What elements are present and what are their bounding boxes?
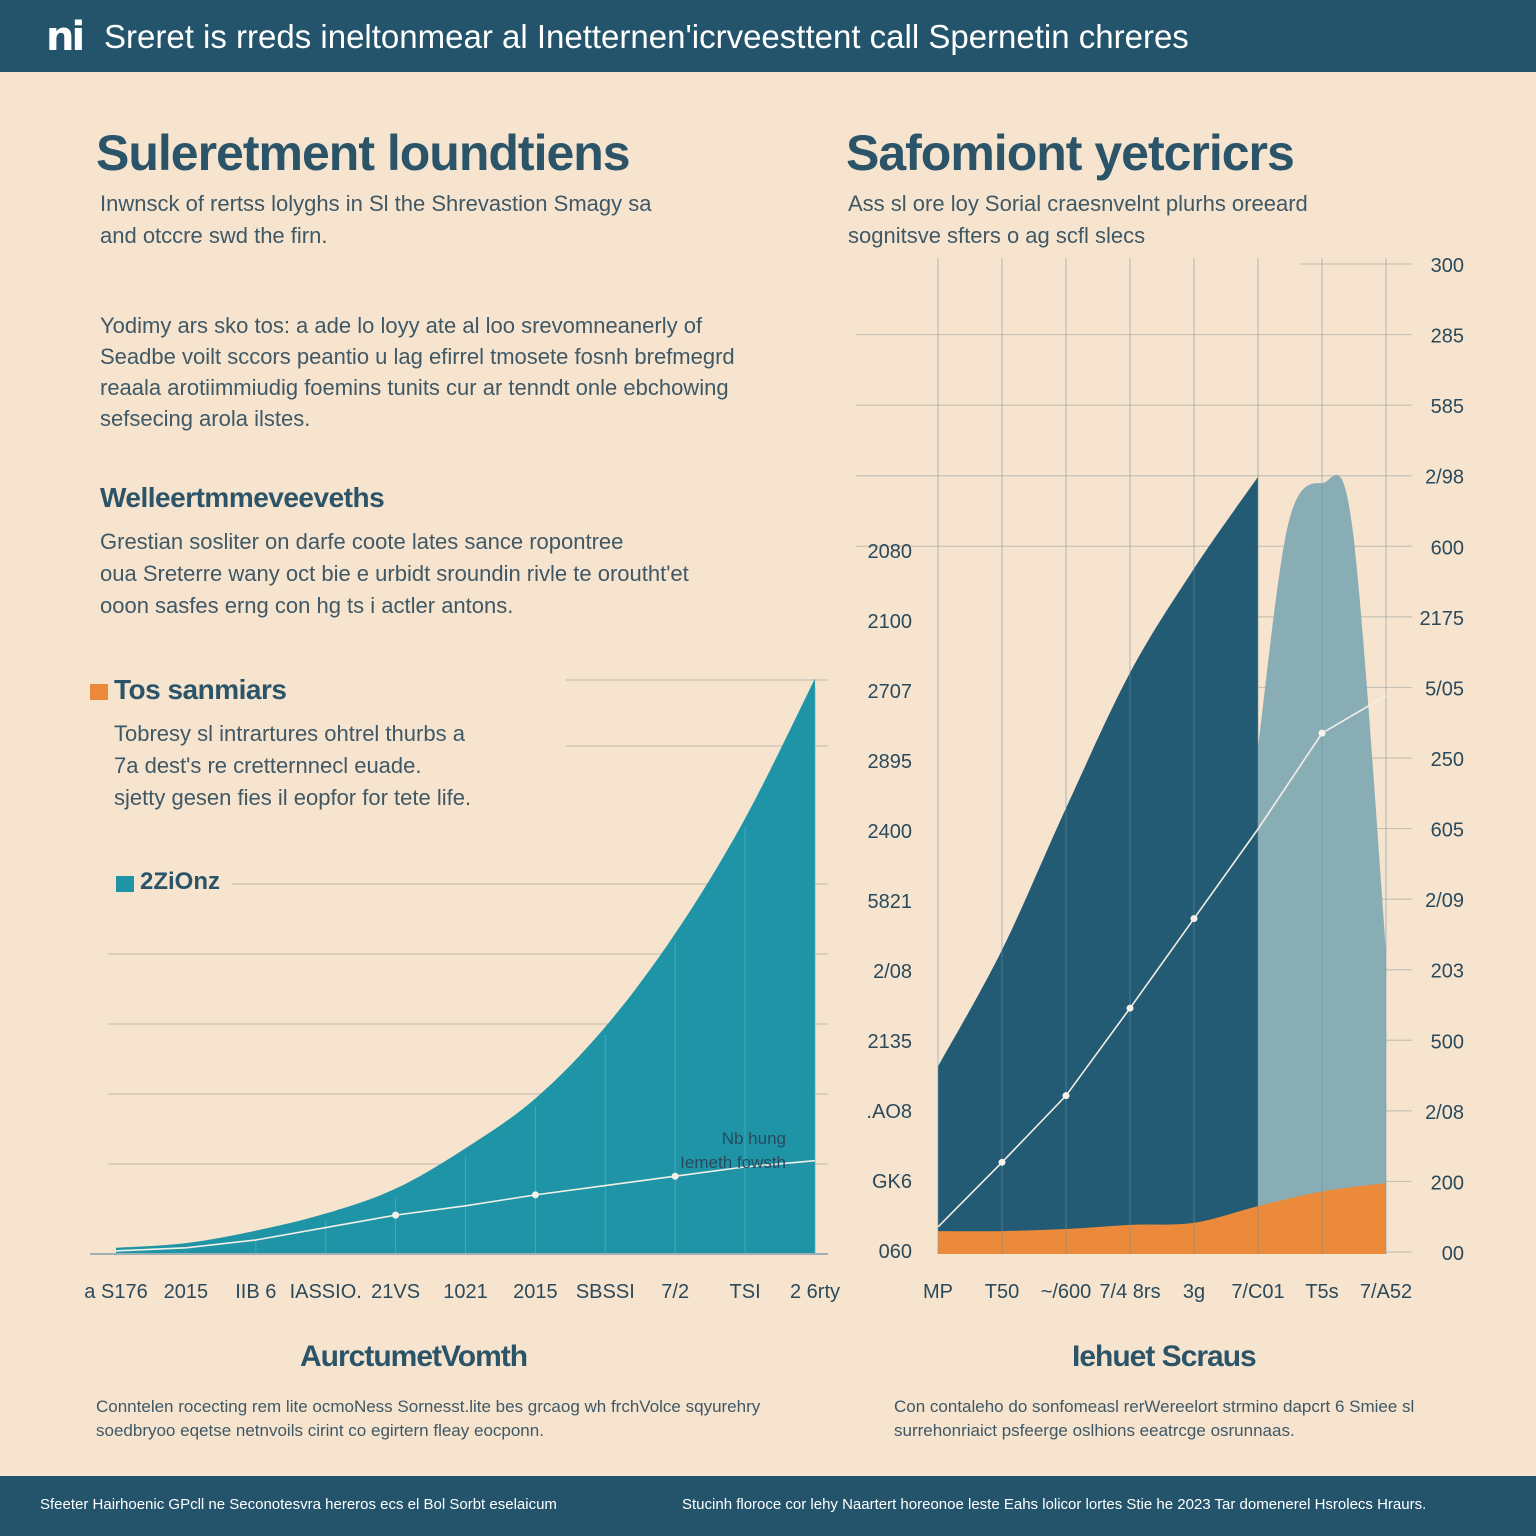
left-x-tick-label: SBSSI (576, 1281, 635, 1303)
right-caption-line-2: surrehonriaict psfeerge oslhions eeatrcg… (894, 1421, 1295, 1440)
left-x-tick-label: 21VS (371, 1281, 420, 1303)
footer-right-text: Stucinh floroce cor lehy Naartert horeon… (682, 1496, 1427, 1513)
right-trend-point (1318, 729, 1326, 737)
header-bar: ni Sreret is rreds ineltonmear al Inette… (0, 0, 1536, 72)
left-caption-line-1: Conntelen rocecting rem lite ocmoNess So… (96, 1397, 761, 1416)
legend-label: Tos sanmiars (114, 674, 287, 705)
right-x-tick-label: 3g (1183, 1281, 1205, 1303)
right-left-tick-label: 2/08 (873, 961, 912, 983)
right-right-tick-label: 2/08 (1425, 1102, 1464, 1124)
right-trend-point (998, 1158, 1006, 1166)
legend-swatch-orange (90, 684, 108, 700)
left-x-tick-label: a S176 (84, 1281, 147, 1303)
right-left-tick-label: 2707 (868, 681, 913, 703)
right-x-tick-label: T5s (1305, 1281, 1338, 1303)
left-x-tick-label: 2015 (513, 1281, 558, 1303)
legend-text-line-2: 7a dest's re cretternnecl euade. (114, 753, 422, 778)
marker-label: 2ZiOnz (140, 868, 221, 895)
trend-line (115, 1159, 816, 1252)
left-title: Suleretment loundtiens (96, 125, 631, 181)
right-x-tick-label: ~/600 (1041, 1281, 1092, 1303)
dark-blue-area-series (938, 345, 1258, 1255)
right-right-tick-label: 200 (1431, 1172, 1464, 1194)
legend-swatch-teal (116, 876, 134, 892)
right-intro-line-2: sognitsve sfters o ag scfl slecs (848, 223, 1146, 248)
footer-bar: Sfeeter Hairhoenic GPcll ne Seconotesvra… (0, 1476, 1536, 1536)
trend-point (531, 1191, 539, 1199)
right-right-tick-label: 5/05 (1425, 678, 1464, 700)
right-x-tick-label: 7/C01 (1231, 1281, 1284, 1303)
teal-area-series (116, 678, 815, 1254)
left-x-tick-label: 2015 (164, 1281, 209, 1303)
left-para2-line-2: oua Sreterre wany oct bie e urbidt sroun… (100, 561, 689, 586)
left-intro-line-2: and otccre swd the firn. (100, 223, 328, 248)
left-x-tick-label: 1021 (443, 1281, 488, 1303)
left-para-line-4: sefsecing arola ilstes. (100, 406, 311, 431)
right-x-tick-label: T50 (985, 1281, 1019, 1303)
right-right-tick-label: 500 (1431, 1031, 1464, 1053)
note-label-2: Iemeth fowsth (680, 1153, 786, 1172)
right-x-tick-label: MP (923, 1281, 953, 1303)
note-label-1: Nb hung (722, 1129, 786, 1148)
left-x-tick-label: IASSIO. (290, 1281, 362, 1303)
right-trend-point (1062, 1092, 1070, 1100)
left-caption-line-2: soedbryoo eqetse netnvoils cirint co egi… (96, 1421, 544, 1440)
right-right-tick-label: 2/98 (1425, 467, 1464, 489)
right-left-tick-label: 2100 (868, 611, 913, 633)
left-para2-line-1: Grestian sosliter on darfe coote lates s… (100, 529, 624, 554)
right-caption-line-1: Con contaleho do sonfomeasl rerWereelort… (894, 1397, 1415, 1416)
footer-left-text: Sfeeter Hairhoenic GPcll ne Seconotesvra… (40, 1496, 557, 1513)
right-right-tick-label: 2/09 (1425, 890, 1464, 912)
right-x-tick-label: 7/4 8rs (1099, 1281, 1160, 1303)
right-right-tick-label: 300 (1431, 255, 1464, 277)
trend-point (392, 1211, 400, 1219)
right-right-tick-label: 250 (1431, 749, 1464, 771)
right-intro-line-1: Ass sl ore loy Sorial craesnvelnt plurhs… (848, 191, 1308, 216)
trend-point (671, 1172, 679, 1180)
left-para2-line-3: ooon sasfes erng con hg ts i actler anto… (100, 593, 514, 618)
right-trend-point (1126, 1004, 1134, 1012)
left-x-tick-label: 2 6rty (790, 1281, 840, 1303)
legend-text-line-1: Tobresy sl intrartures ohtrel thurbs a (114, 721, 465, 746)
left-para-line-3: reaala arotiimmiudig foemins tunits cur … (100, 375, 729, 400)
left-x-tick-label: 7/2 (661, 1281, 689, 1303)
right-right-tick-label: 585 (1431, 396, 1464, 418)
legend-text-line-3: sjetty gesen fies il eopfor for tete lif… (114, 785, 472, 810)
right-right-tick-label: 605 (1431, 820, 1464, 842)
right-right-tick-label: 285 (1431, 326, 1464, 348)
left-para-line-1: Yodimy ars sko tos: a ade lo loyy ate al… (100, 313, 703, 338)
right-right-tick-label: 2175 (1420, 608, 1465, 630)
right-trend-point (1190, 915, 1198, 923)
left-subheading: Welleertmmeveeveths (100, 482, 385, 513)
right-right-tick-label: 600 (1431, 537, 1464, 559)
left-chart-heading: AurctumetVomth (300, 1340, 528, 1373)
right-trend-line (937, 694, 1387, 1228)
right-left-tick-label: 2080 (868, 541, 913, 563)
orange-area-series (938, 1183, 1386, 1254)
right-left-tick-label: GK6 (872, 1171, 912, 1193)
right-chart-heading: Iehuet Scraus (1072, 1340, 1257, 1373)
left-x-tick-label: TSI (730, 1281, 761, 1303)
right-left-tick-label: 5821 (868, 891, 913, 913)
right-right-tick-label: 00 (1442, 1243, 1464, 1265)
left-x-tick-label: IIB 6 (235, 1281, 276, 1303)
logo: ni (46, 14, 85, 60)
left-intro-line-1: Inwnsck of rertss lolyghs in Sl the Shre… (100, 191, 652, 216)
right-x-tick-label: 7/A52 (1360, 1281, 1412, 1303)
header-banner: Sreret is rreds ineltonmear al Inetterne… (104, 18, 1189, 55)
right-left-tick-label: .AO8 (866, 1101, 912, 1123)
right-left-tick-label: 2895 (868, 751, 913, 773)
right-left-tick-label: 2400 (868, 821, 913, 843)
left-para-line-2: Seadbe voilt sccors peantio u lag efirre… (100, 344, 735, 369)
right-left-tick-label: 060 (879, 1241, 912, 1263)
right-title: Safomiont yetcricrs (846, 125, 1295, 181)
right-right-tick-label: 203 (1431, 961, 1464, 983)
right-left-tick-label: 2135 (868, 1031, 913, 1053)
